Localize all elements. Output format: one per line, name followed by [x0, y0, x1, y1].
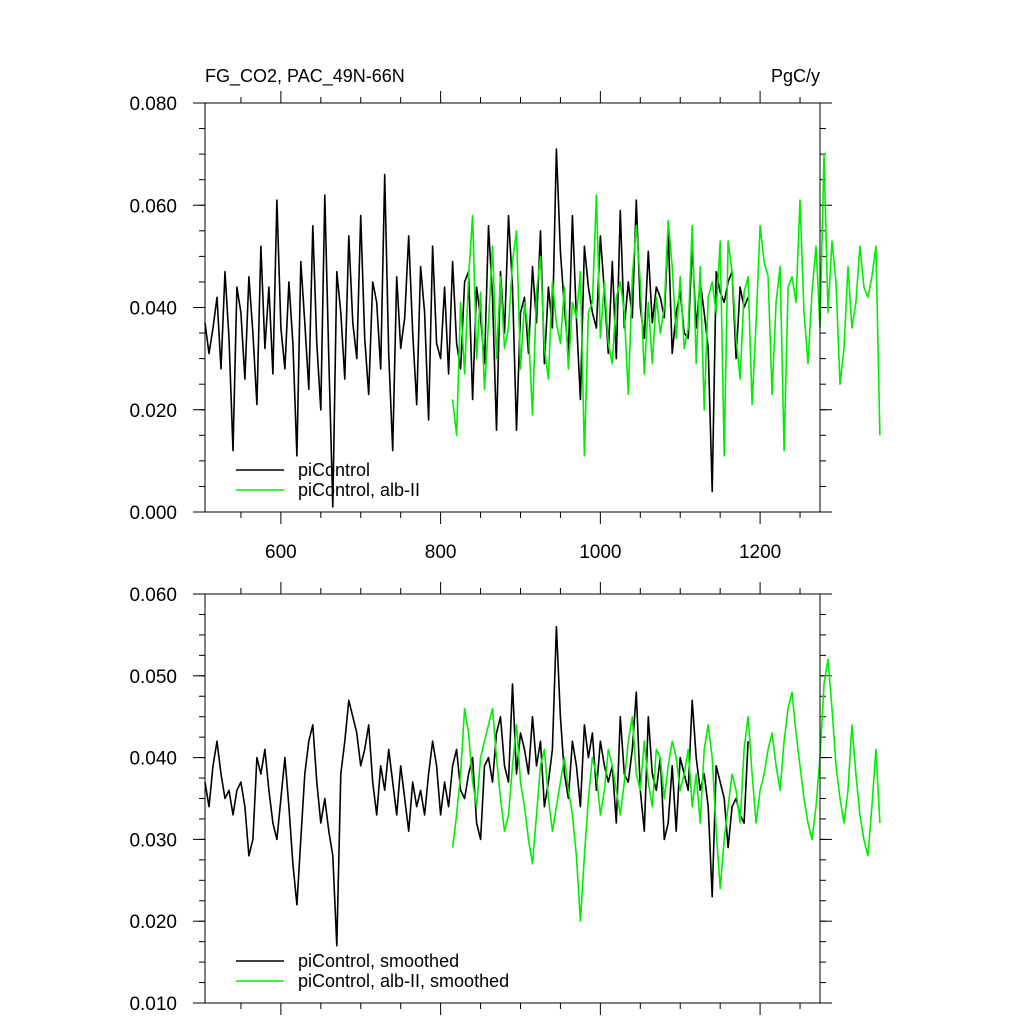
- y-tick-label: 0.050: [129, 667, 177, 688]
- series-line-0: [204, 625, 749, 947]
- bottom-panel: 0.010 0.020 0.030 0.040 0.050 0.060 piControl…: [129, 582, 881, 1015]
- series-line-1: [451, 658, 881, 923]
- y-tick-labels: 0.010 0.020 0.030 0.040 0.050 0.060: [129, 585, 177, 1015]
- series-lines: [204, 148, 881, 508]
- plot-frame: [204, 102, 821, 513]
- tick-marks: [193, 582, 832, 1015]
- x-tick-label: 800: [425, 542, 457, 563]
- y-tick-label: 0.060: [129, 585, 177, 606]
- legend-label: piControl, smoothed: [298, 951, 459, 971]
- top-panel: FG_CO2, PAC_49N-66N PgC/y 0.000 0.020 0.04…: [129, 66, 881, 563]
- x-tick-label: 1000: [579, 542, 621, 563]
- y-tick-label: 0.020: [129, 912, 177, 933]
- y-tick-labels: 0.000 0.020 0.040 0.060 0.080: [129, 94, 177, 524]
- y-tick-label: 0.000: [129, 503, 177, 524]
- y-tick-label: 0.080: [129, 94, 177, 115]
- plot-frame: [204, 593, 821, 1004]
- y-tick-label: 0.060: [129, 196, 177, 217]
- y-tick-label: 0.030: [129, 830, 177, 851]
- y-tick-label: 0.040: [129, 299, 177, 320]
- y-tick-label: 0.020: [129, 401, 177, 422]
- x-tick-label: 600: [265, 542, 297, 563]
- series-lines: [204, 625, 881, 947]
- chart-title: FG_CO2, PAC_49N-66N: [205, 66, 405, 87]
- legend-label: piControl, alb-II, smoothed: [298, 971, 509, 991]
- series-line-0: [204, 148, 749, 508]
- legend-label: piControl, alb-II: [298, 480, 420, 500]
- legend-label: piControl: [298, 460, 370, 480]
- y-tick-label: 0.040: [129, 749, 177, 770]
- units-label: PgC/y: [771, 66, 820, 86]
- y-tick-label: 0.010: [129, 994, 177, 1015]
- x-tick-labels: 600 800 1000 1200: [265, 542, 781, 563]
- series-line-1: [451, 153, 881, 457]
- x-tick-label: 1200: [739, 542, 781, 563]
